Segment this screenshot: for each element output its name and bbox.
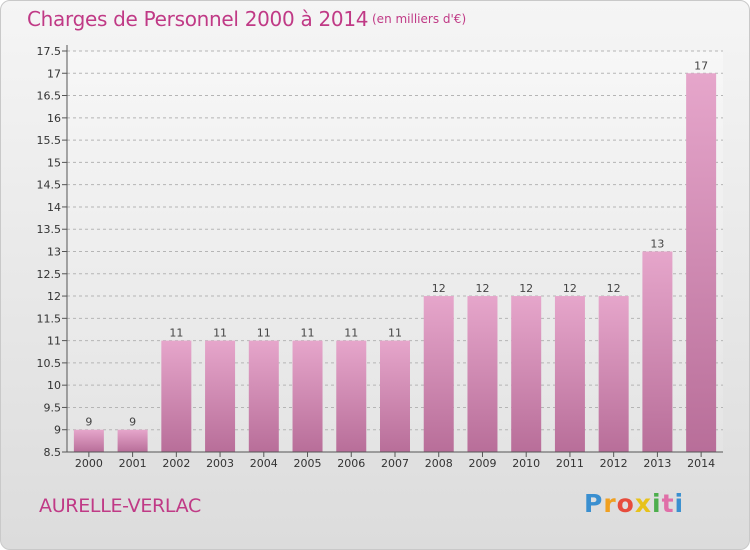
y-tick-label: 12.5	[37, 268, 62, 281]
commune-name: AURELLE-VERLAC	[39, 495, 201, 517]
y-tick-label: 11.5	[37, 312, 62, 325]
bar	[467, 296, 498, 452]
bar-value-label: 12	[563, 282, 577, 295]
x-tick-label: 2014	[687, 457, 715, 470]
bar-value-label: 12	[607, 282, 621, 295]
x-tick-label: 2010	[512, 457, 540, 470]
bar	[248, 340, 279, 452]
x-tick-label: 2011	[556, 457, 584, 470]
bar	[292, 340, 323, 452]
x-tick-label: 2009	[468, 457, 496, 470]
logo-letter: o	[616, 489, 635, 518]
bar-value-label: 9	[85, 416, 92, 429]
y-tick-label: 14	[47, 201, 61, 214]
y-tick-label: 10.5	[37, 357, 62, 370]
bar	[117, 429, 148, 452]
bar	[642, 251, 673, 452]
bar	[554, 296, 585, 452]
x-tick-label: 2012	[600, 457, 628, 470]
bar	[161, 340, 192, 452]
bar	[686, 73, 717, 453]
x-tick-label: 2013	[643, 457, 671, 470]
y-tick-label: 12	[47, 290, 61, 303]
bar	[511, 296, 542, 452]
bar-value-label: 11	[213, 327, 227, 340]
bar	[73, 429, 104, 452]
x-tick-label: 2000	[75, 457, 103, 470]
bar-value-label: 17	[694, 59, 708, 72]
logo-letter: r	[603, 489, 617, 518]
logo-letter: P	[584, 489, 604, 518]
y-tick-label: 13	[47, 246, 61, 259]
bar-value-label: 9	[129, 416, 136, 429]
bar-value-label: 12	[519, 282, 533, 295]
chart-title: Charges de Personnel 2000 à 2014	[27, 7, 369, 31]
bar-value-label: 11	[388, 327, 402, 340]
x-tick-label: 2001	[119, 457, 147, 470]
bar	[336, 340, 367, 452]
x-tick-label: 2006	[337, 457, 365, 470]
bar	[598, 296, 629, 452]
bar	[423, 296, 454, 452]
y-tick-label: 11	[47, 335, 61, 348]
x-tick-label: 2007	[381, 457, 409, 470]
y-tick-label: 17	[47, 67, 61, 80]
bar-value-label: 12	[432, 282, 446, 295]
bar	[380, 340, 410, 452]
y-tick-label: 9	[54, 424, 61, 437]
bar-value-label: 11	[344, 327, 358, 340]
y-tick-label: 15	[47, 156, 61, 169]
y-tick-label: 8.5	[44, 446, 62, 459]
y-tick-label: 17.5	[37, 45, 62, 58]
x-tick-label: 2008	[425, 457, 453, 470]
bar-value-label: 12	[475, 282, 489, 295]
logo-letter: t	[661, 489, 675, 518]
y-tick-label: 9.5	[44, 401, 62, 414]
x-tick-label: 2003	[206, 457, 234, 470]
bar-value-label: 13	[650, 238, 664, 251]
logo-letter: i	[674, 489, 685, 518]
bar-value-label: 11	[169, 327, 183, 340]
y-tick-label: 10	[47, 379, 61, 392]
y-tick-label: 15.5	[37, 134, 62, 147]
logo-letter: i	[652, 489, 662, 518]
x-tick-label: 2002	[162, 457, 190, 470]
bar-value-label: 11	[257, 327, 271, 340]
proxiti-logo[interactable]: Proxiti	[584, 489, 684, 518]
x-tick-label: 2005	[294, 457, 322, 470]
y-tick-label: 14.5	[37, 179, 62, 192]
y-tick-label: 16.5	[37, 90, 62, 103]
bar-value-label: 11	[301, 327, 315, 340]
x-tick-label: 2004	[250, 457, 278, 470]
y-tick-label: 16	[47, 112, 61, 125]
y-tick-label: 13.5	[37, 223, 62, 236]
bar	[205, 340, 236, 452]
logo-letter: x	[634, 489, 652, 518]
chart-units: (en milliers d'€)	[372, 12, 467, 26]
